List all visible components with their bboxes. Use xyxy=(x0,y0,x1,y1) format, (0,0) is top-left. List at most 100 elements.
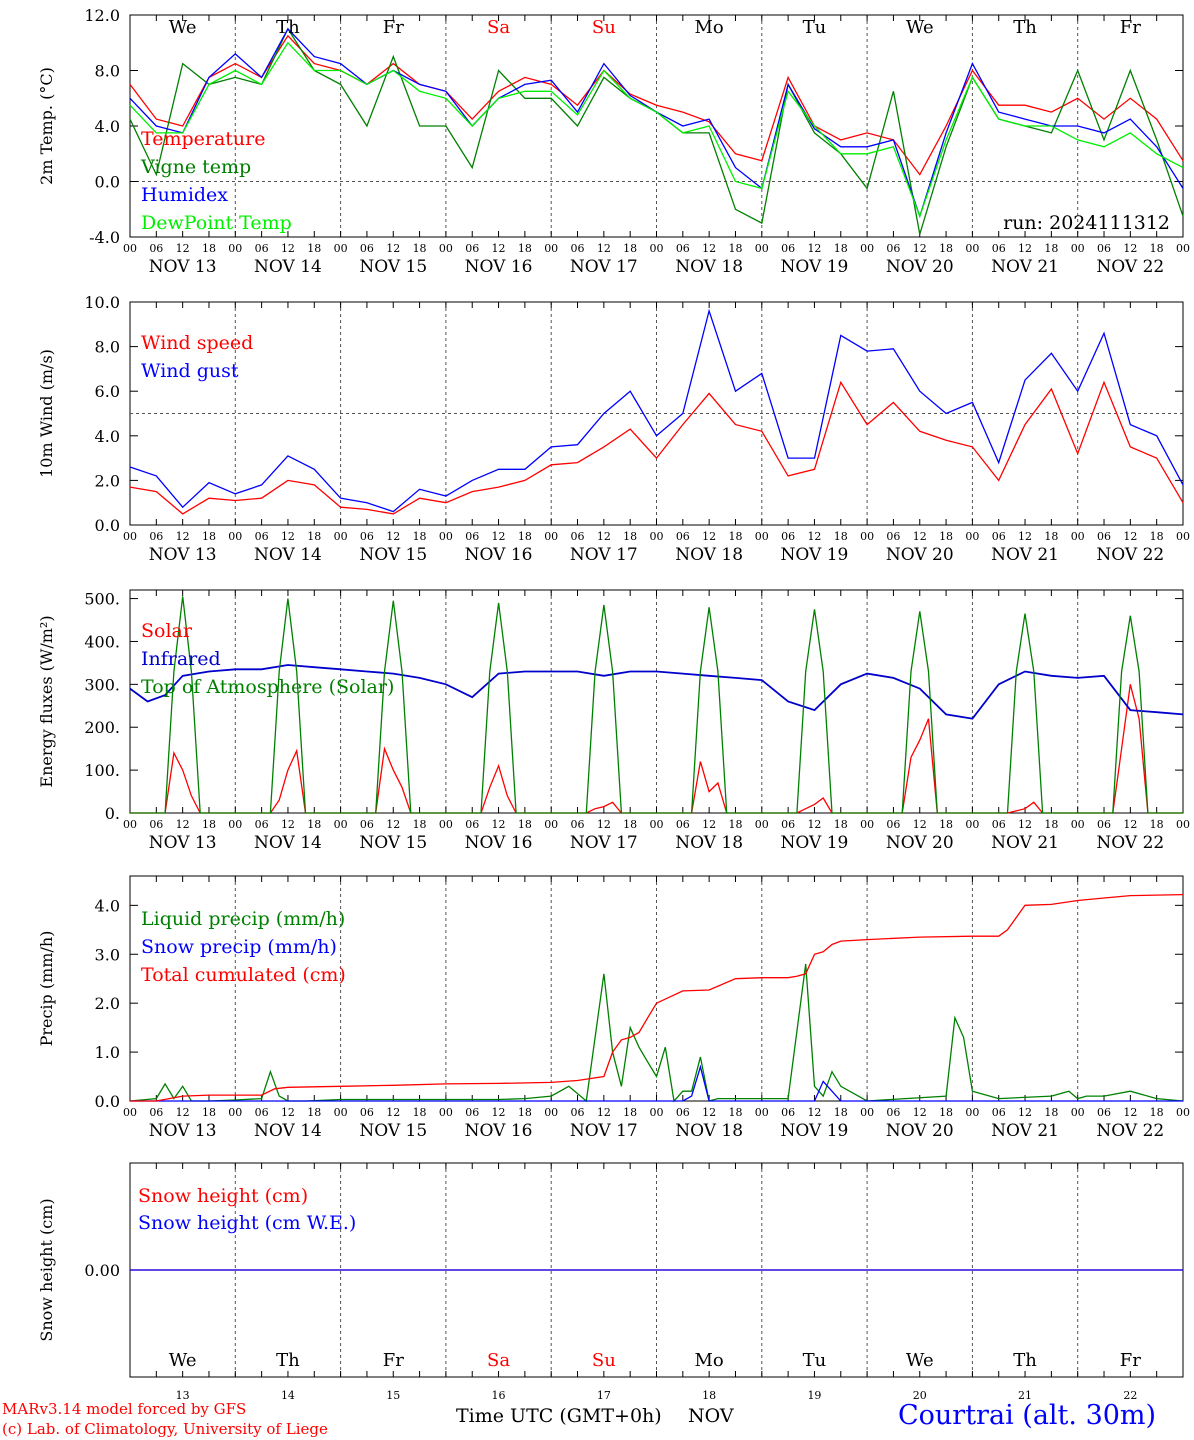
legend-entry: Total cumulated (cm) xyxy=(141,964,346,986)
hour-tick-label: 18 xyxy=(939,818,953,831)
hour-tick-label: 06 xyxy=(255,242,269,255)
station-label: Courtrai (alt. 30m) xyxy=(898,1400,1157,1431)
hour-tick-label: 00 xyxy=(1176,530,1190,543)
legend-entry: Infrared xyxy=(141,648,221,670)
date-label: NOV 21 xyxy=(991,257,1059,277)
hour-tick-label: 18 xyxy=(834,1106,848,1119)
weekday-label: Su xyxy=(592,17,616,38)
hour-tick-label: 06 xyxy=(992,530,1006,543)
date-label: NOV 14 xyxy=(254,257,322,277)
hour-tick-label: 00 xyxy=(1176,242,1190,255)
hour-tick-label: 06 xyxy=(571,242,585,255)
hour-tick-label: 12 xyxy=(492,530,506,543)
hour-tick-label: 18 xyxy=(1150,1106,1164,1119)
y-tick-label: 6.0 xyxy=(95,382,120,401)
hour-tick-label: 00 xyxy=(544,818,558,831)
hour-tick-label: 00 xyxy=(439,242,453,255)
y-tick-label: 4.0 xyxy=(95,896,120,915)
legend-entry: Wind speed xyxy=(141,332,253,354)
hour-tick-label: 18 xyxy=(413,242,427,255)
y-tick-label: 8.0 xyxy=(95,338,120,357)
date-label: NOV 13 xyxy=(149,1121,217,1141)
hour-tick-label: 06 xyxy=(886,242,900,255)
hour-tick-label: 00 xyxy=(123,818,137,831)
hour-tick-label: 12 xyxy=(807,1106,821,1119)
day-number-label: 20 xyxy=(913,1389,927,1402)
hour-tick-label: 06 xyxy=(360,530,374,543)
date-label: NOV 17 xyxy=(570,1121,638,1141)
hour-tick-label: 00 xyxy=(334,242,348,255)
hour-tick-label: 00 xyxy=(1071,818,1085,831)
hour-tick-label: 12 xyxy=(1123,530,1137,543)
hour-tick-label: 00 xyxy=(1176,1106,1190,1119)
hour-tick-label: 12 xyxy=(913,530,927,543)
legend-entry: Temperature xyxy=(141,128,265,150)
hour-tick-label: 12 xyxy=(913,818,927,831)
hour-tick-label: 00 xyxy=(650,242,664,255)
hour-tick-label: 18 xyxy=(834,818,848,831)
legend-entry: Vigne temp xyxy=(140,156,251,178)
date-label: NOV 14 xyxy=(254,1121,322,1141)
hour-tick-label: 00 xyxy=(228,1106,242,1119)
date-label: NOV 15 xyxy=(359,545,427,565)
hour-tick-label: 18 xyxy=(518,242,532,255)
hour-tick-label: 12 xyxy=(1123,242,1137,255)
hour-tick-label: 12 xyxy=(597,818,611,831)
hour-tick-label: 12 xyxy=(281,242,295,255)
hour-tick-label: 06 xyxy=(676,818,690,831)
hour-tick-label: 18 xyxy=(413,818,427,831)
hour-tick-label: 00 xyxy=(228,242,242,255)
hour-tick-label: 00 xyxy=(439,818,453,831)
hour-tick-label: 18 xyxy=(202,530,216,543)
series-line-wind-gust xyxy=(129,308,1184,513)
panel-5: 0.00 Snow height (cm) Snow height (cm) Snow… xyxy=(37,1162,1184,1402)
y-tick-label: 500. xyxy=(84,590,120,609)
date-label: NOV 13 xyxy=(149,833,217,853)
hour-tick-label: 12 xyxy=(492,242,506,255)
hour-tick-label: 00 xyxy=(1071,530,1085,543)
hour-tick-label: 12 xyxy=(176,242,190,255)
legend-entry: Top of Atmosphere (Solar) xyxy=(141,676,394,698)
y-tick-label: 12.0 xyxy=(84,6,120,25)
day-number-label: 21 xyxy=(1018,1389,1032,1402)
hour-tick-label: 06 xyxy=(360,242,374,255)
hour-tick-label: 12 xyxy=(702,1106,716,1119)
panel-1: -4.0 0.0 4.0 8.0 12.0 2m Temp. (°C) Temperatur… xyxy=(37,6,1190,277)
hour-tick-label: 18 xyxy=(623,242,637,255)
hour-tick-label: 12 xyxy=(1018,242,1032,255)
series-line-wind-speed xyxy=(129,380,1184,515)
weekday-label: Th xyxy=(1013,1350,1037,1371)
hour-tick-label: 00 xyxy=(755,818,769,831)
hour-tick-label: 18 xyxy=(1150,818,1164,831)
hour-tick-label: 12 xyxy=(1123,1106,1137,1119)
hour-tick-label: 00 xyxy=(1071,1106,1085,1119)
hour-tick-label: 00 xyxy=(544,530,558,543)
weekday-label: We xyxy=(906,17,934,38)
date-label: NOV 21 xyxy=(991,833,1059,853)
hour-tick-label: 00 xyxy=(860,530,874,543)
hour-tick-label: 12 xyxy=(492,818,506,831)
hour-tick-label: 18 xyxy=(1044,530,1058,543)
hour-tick-label: 06 xyxy=(465,1106,479,1119)
hour-tick-label: 12 xyxy=(1018,530,1032,543)
y-tick-label: 2.0 xyxy=(95,471,120,490)
hour-tick-label: 06 xyxy=(571,530,585,543)
y-tick-label: -4.0 xyxy=(89,228,120,247)
day-number-label: 18 xyxy=(702,1389,716,1402)
panel-2: 0.0 2.0 4.0 6.0 8.0 10.0 10m Wind (m/s) Wind sp… xyxy=(37,293,1190,565)
hour-tick-label: 06 xyxy=(781,530,795,543)
hour-tick-label: 12 xyxy=(913,242,927,255)
hour-tick-label: 12 xyxy=(702,818,716,831)
hour-tick-label: 06 xyxy=(1097,242,1111,255)
hour-tick-label: 00 xyxy=(123,1106,137,1119)
hour-tick-label: 00 xyxy=(123,530,137,543)
hour-tick-label: 00 xyxy=(228,818,242,831)
hour-tick-label: 18 xyxy=(728,818,742,831)
hour-tick-label: 00 xyxy=(860,818,874,831)
hour-tick-label: 12 xyxy=(913,1106,927,1119)
panel-4: 0.0 1.0 2.0 3.0 4.0 Precip (mm/h) Liquid preci… xyxy=(37,875,1190,1141)
legend-entry: Snow height (cm) xyxy=(138,1185,308,1207)
hour-tick-label: 00 xyxy=(650,818,664,831)
plot-frame xyxy=(129,589,1184,814)
y-tick-label: 8.0 xyxy=(95,62,120,81)
